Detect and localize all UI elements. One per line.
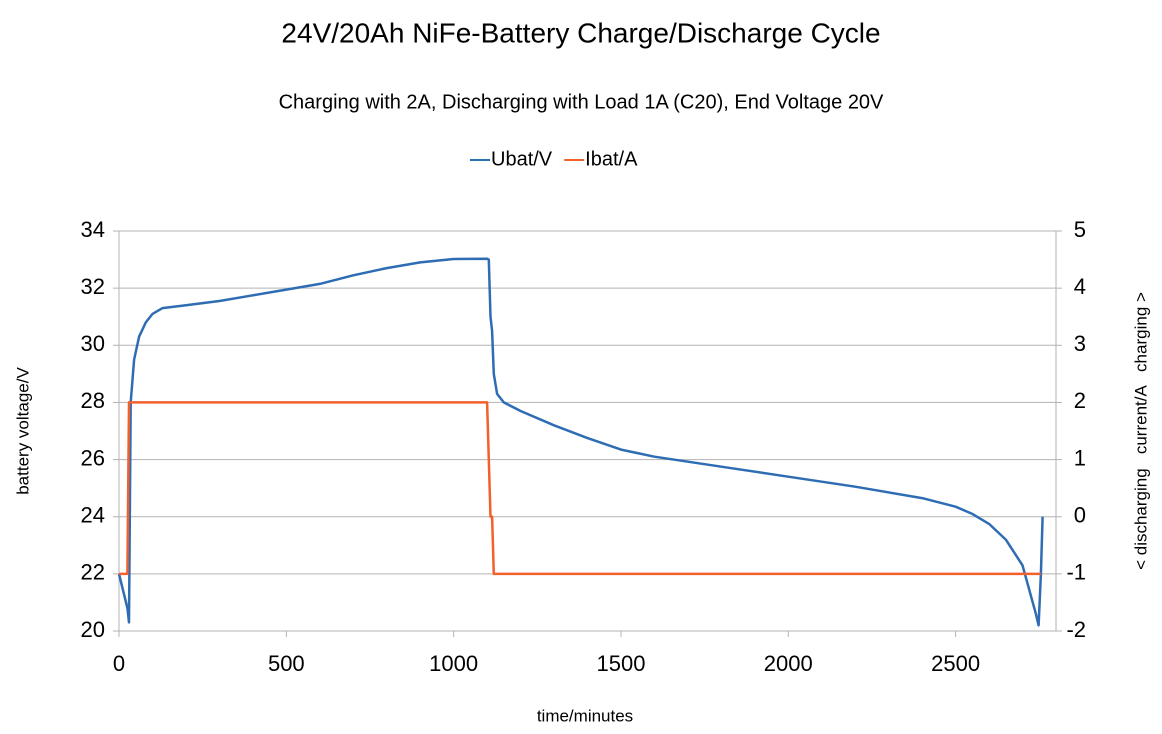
x-tick-label: 1000	[429, 651, 478, 676]
series-line	[117, 257, 1044, 627]
y-tick-label: 26	[81, 445, 105, 470]
x-tick-label: 500	[268, 651, 305, 676]
y2-tick-label: 5	[1074, 217, 1086, 242]
y-tick-label: 30	[81, 331, 105, 356]
y-tick-label: 28	[81, 388, 105, 413]
x-axis-label: time/minutes	[537, 706, 633, 725]
y2-tick-label: -1	[1066, 560, 1086, 585]
legend-label: Ibat/A	[585, 148, 638, 170]
y2-tick-label: 3	[1074, 331, 1086, 356]
y-tick-label: 32	[81, 274, 105, 299]
x-tick-label: 0	[113, 651, 125, 676]
x-tick-label: 1500	[596, 651, 645, 676]
chart-title: 24V/20Ah NiFe-Battery Charge/Discharge C…	[281, 17, 880, 48]
y2-tick-label: -2	[1066, 617, 1086, 642]
x-tick-label: 2000	[764, 651, 813, 676]
series-line	[119, 401, 1041, 576]
x-tick-label: 2500	[931, 651, 980, 676]
legend-label: Ubat/V	[491, 148, 553, 170]
y2-tick-label: 0	[1074, 503, 1086, 528]
y-axis-label: battery voltage/V	[13, 367, 32, 495]
y2-tick-label: 1	[1074, 445, 1086, 470]
chart-subtitle: Charging with 2A, Discharging with Load …	[279, 91, 884, 113]
y2-tick-label: 2	[1074, 388, 1086, 413]
y2-tick-label: 4	[1074, 274, 1086, 299]
y-tick-label: 20	[81, 617, 105, 642]
y2-axis-label: < discharging current/A charging >	[1131, 292, 1150, 570]
y-tick-label: 34	[81, 217, 105, 242]
y-tick-label: 22	[81, 560, 105, 585]
y-tick-label: 24	[81, 503, 105, 528]
